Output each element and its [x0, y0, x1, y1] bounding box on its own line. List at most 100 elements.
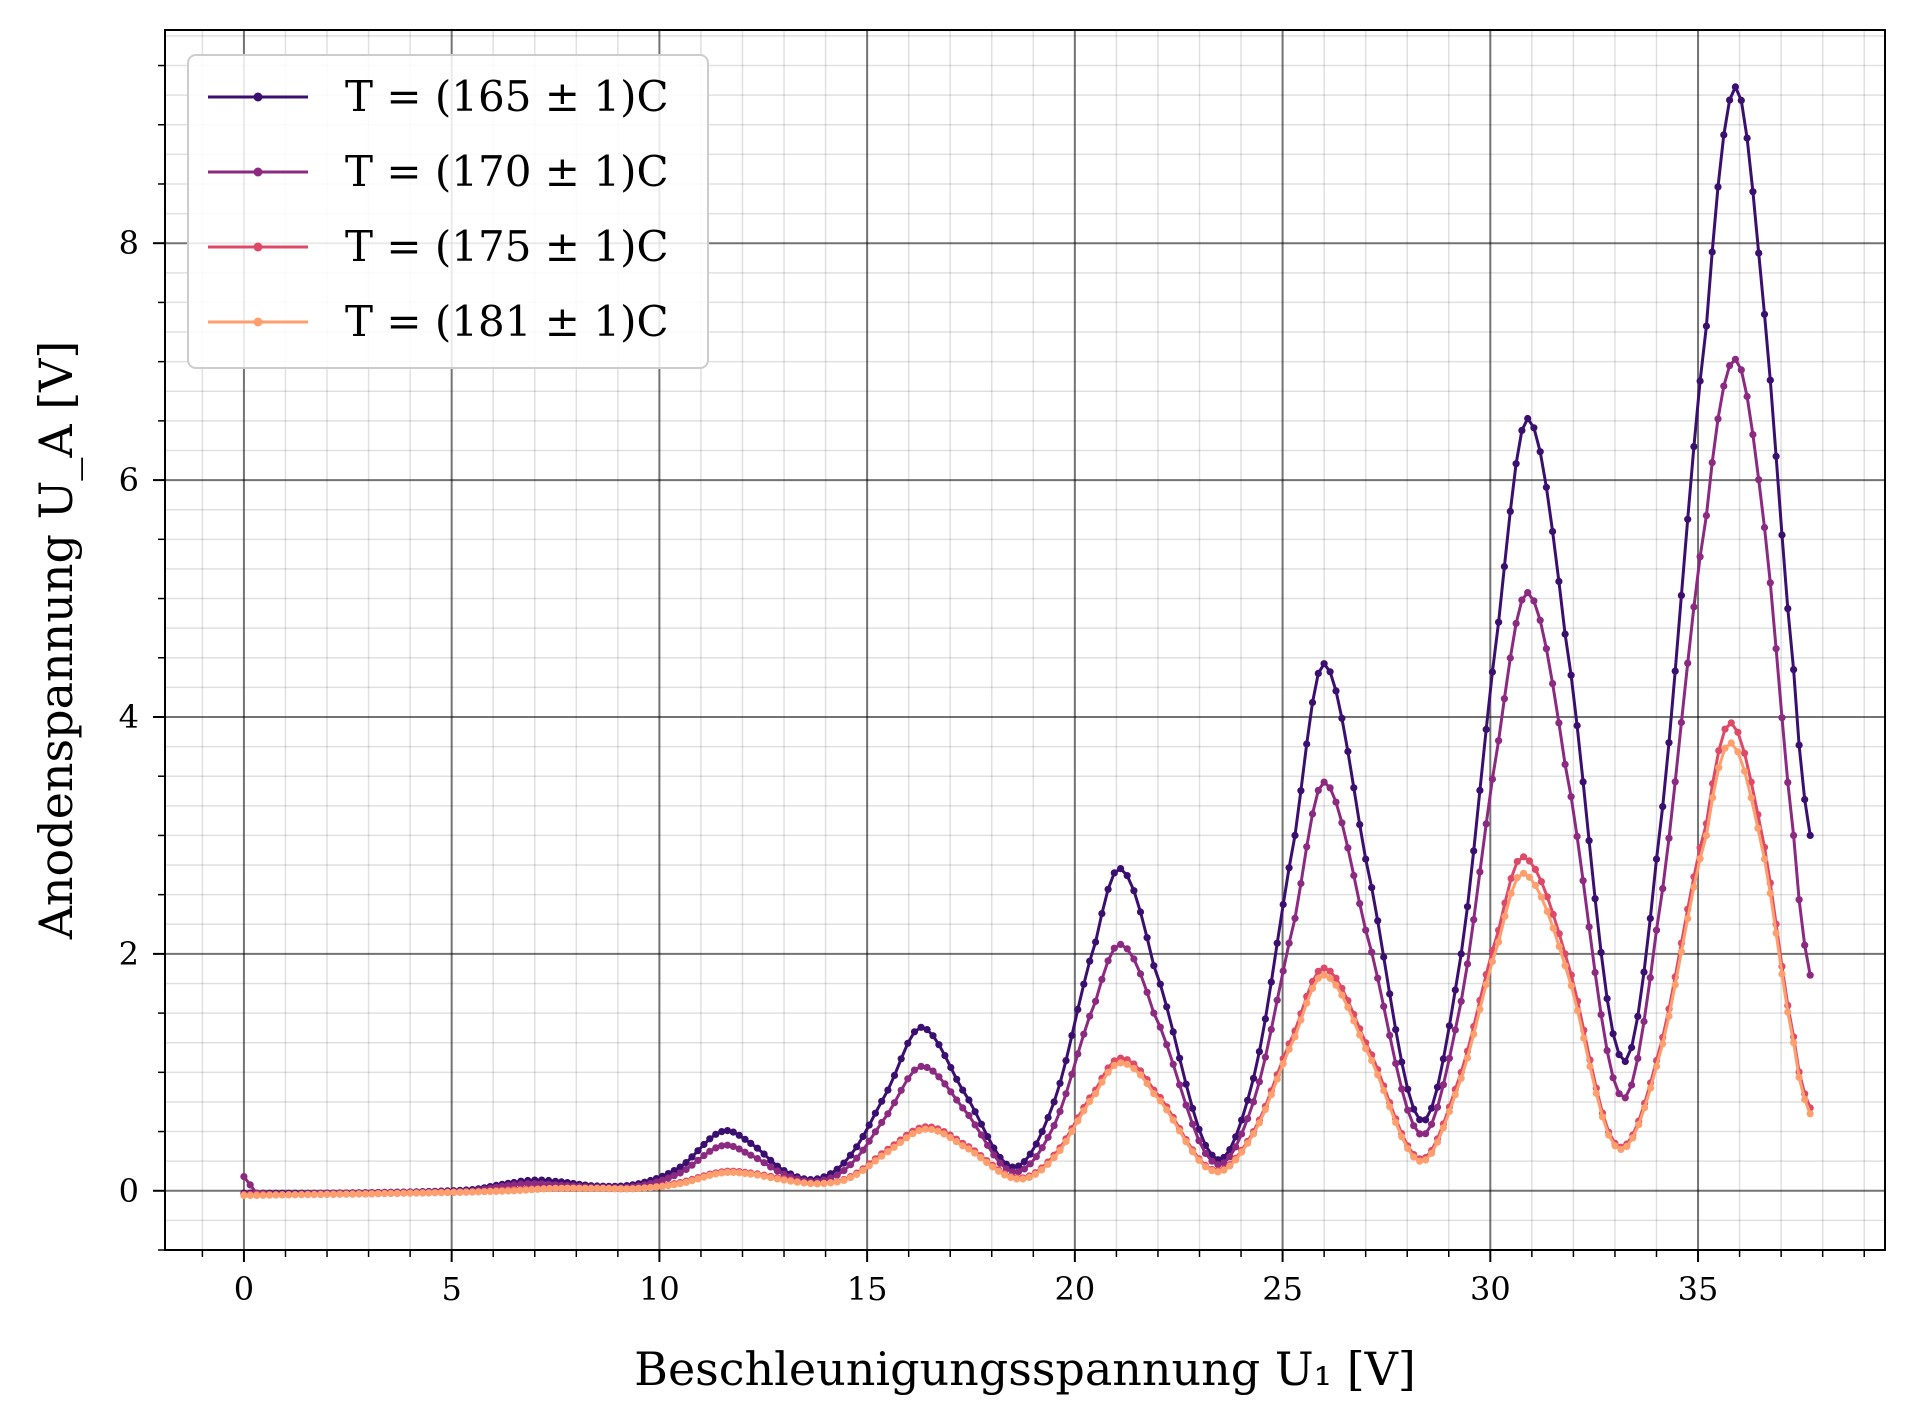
data-point — [1677, 718, 1685, 727]
data-point — [1760, 523, 1769, 532]
data-point — [450, 1188, 458, 1196]
data-point — [1338, 714, 1346, 722]
data-point — [381, 1189, 389, 1198]
data-point — [1249, 1130, 1258, 1138]
data-point — [1136, 1071, 1145, 1079]
data-point — [1404, 1106, 1412, 1114]
data-point — [670, 1181, 678, 1189]
data-point — [524, 1180, 532, 1188]
data-point — [688, 1177, 696, 1185]
data-point — [1380, 953, 1388, 961]
data-point — [807, 1180, 815, 1188]
data-point — [1671, 778, 1679, 786]
data-point — [1537, 878, 1545, 886]
data-point — [1214, 1161, 1222, 1169]
data-point — [1025, 1173, 1033, 1181]
data-point — [1734, 728, 1742, 736]
data-point — [1332, 798, 1340, 806]
data-point — [1617, 1145, 1625, 1153]
data-point — [664, 1174, 672, 1182]
data-point — [741, 1135, 749, 1143]
data-point — [1743, 392, 1751, 401]
data-point — [1747, 778, 1755, 786]
data-point — [599, 1184, 607, 1192]
data-point — [741, 1169, 749, 1178]
data-point — [820, 1179, 828, 1187]
data-point — [1098, 1078, 1106, 1086]
data-point — [1150, 1090, 1158, 1098]
data-point — [1416, 1157, 1424, 1165]
x-tick-label: 20 — [1054, 1270, 1095, 1308]
data-point — [971, 1108, 979, 1116]
data-point — [959, 1086, 967, 1094]
data-point — [1038, 1128, 1046, 1136]
data-point — [935, 1041, 943, 1049]
data-point — [1189, 1104, 1197, 1112]
data-point — [1743, 134, 1751, 142]
data-point — [1536, 448, 1544, 456]
data-point — [1422, 1130, 1430, 1138]
data-point — [859, 1166, 867, 1174]
data-point — [1410, 1122, 1418, 1130]
data-point — [1615, 1051, 1623, 1059]
data-point — [827, 1179, 835, 1187]
data-point — [723, 1168, 732, 1176]
data-point — [1737, 366, 1745, 374]
data-point — [941, 1080, 949, 1088]
plot-frame — [164, 29, 1886, 1251]
data-point — [1749, 431, 1757, 439]
data-point — [718, 1142, 726, 1150]
data-point — [646, 1184, 655, 1192]
data-point — [977, 1131, 986, 1139]
data-point — [1561, 630, 1569, 638]
data-point — [480, 1188, 488, 1196]
data-point — [259, 1191, 267, 1199]
legend: T = (165 ± 1)C T = (170 ± 1)C T = (175 ± 1… — [187, 54, 709, 369]
data-point — [1702, 511, 1710, 520]
data-point — [1255, 1078, 1263, 1086]
data-point — [1586, 1062, 1594, 1071]
data-point — [1195, 1156, 1203, 1164]
data-point — [1098, 975, 1106, 984]
data-point — [1291, 831, 1299, 840]
data-point — [1524, 589, 1532, 597]
data-point — [1500, 695, 1508, 703]
data-point — [1457, 997, 1465, 1005]
data-point — [1772, 645, 1780, 653]
data-point — [1684, 915, 1692, 923]
data-point — [753, 1144, 762, 1152]
data-point — [1543, 893, 1551, 901]
data-point — [921, 1125, 929, 1133]
y-axis-label: Anodenspannung U_A [V] — [29, 341, 83, 941]
data-point — [1457, 1074, 1465, 1082]
data-point — [1163, 1106, 1171, 1114]
data-point — [1609, 1030, 1617, 1038]
data-point — [1495, 737, 1503, 745]
data-point — [355, 1190, 363, 1198]
data-point — [1647, 1084, 1655, 1092]
data-point — [1470, 916, 1478, 924]
data-point — [1050, 1122, 1058, 1130]
data-point — [947, 1063, 955, 1072]
data-point — [1156, 1023, 1164, 1031]
data-point — [904, 1075, 912, 1083]
data-point — [884, 1110, 892, 1118]
x-tick-label: 15 — [847, 1270, 888, 1308]
data-point — [1308, 984, 1317, 993]
data-point — [1766, 579, 1774, 587]
data-point — [329, 1190, 337, 1198]
data-point — [1038, 1144, 1046, 1152]
data-point — [1665, 834, 1673, 842]
data-point — [1709, 794, 1717, 802]
data-point — [419, 1189, 427, 1197]
data-point — [1463, 903, 1472, 911]
data-point — [336, 1190, 344, 1198]
data-point — [1702, 322, 1710, 330]
data-point — [658, 1182, 667, 1190]
data-point — [1665, 739, 1673, 747]
data-point — [929, 1032, 937, 1040]
legend-label: T = (170 ± 1)C — [345, 147, 669, 196]
data-point — [546, 1185, 554, 1193]
data-point — [1350, 871, 1358, 880]
data-point — [486, 1187, 494, 1196]
